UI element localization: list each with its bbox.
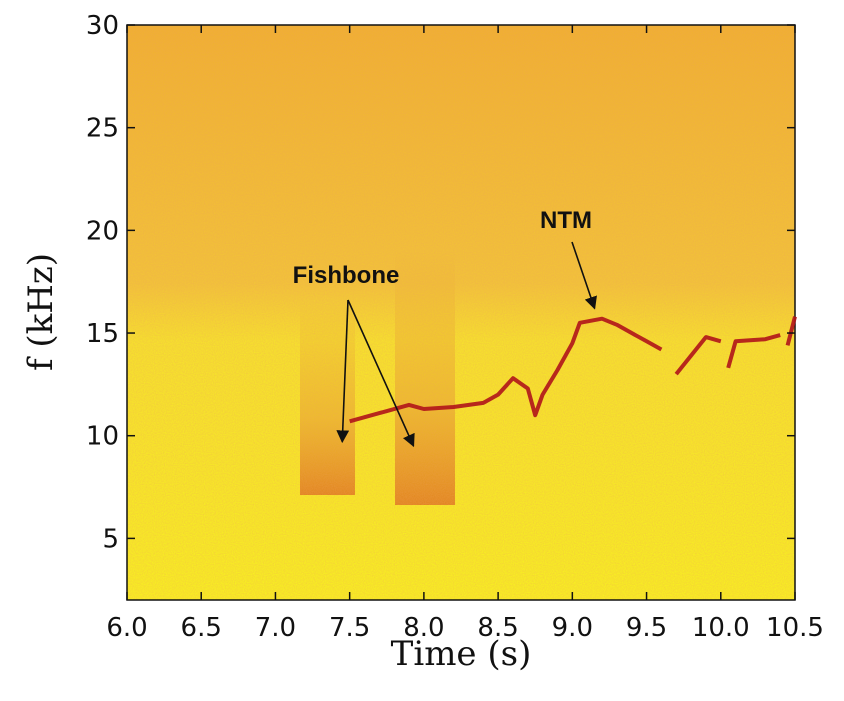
x-tick-label: 6.0: [106, 613, 147, 643]
x-tick-label: 8.0: [403, 613, 444, 643]
y-tick-label: 5: [102, 524, 119, 554]
annotation-arrow: [347, 299, 415, 448]
annotation-label: NTM: [540, 207, 592, 234]
x-tick-label: 6.5: [181, 613, 222, 643]
plot-area: [126, 24, 796, 601]
y-tick-label: 30: [86, 11, 119, 41]
annotation-label: Fishbone: [293, 262, 400, 289]
x-axis-label: Time (s): [391, 634, 532, 674]
annotation-arrow: [571, 241, 597, 310]
x-tick-label: 9.0: [552, 613, 593, 643]
y-tick-label: 10: [86, 422, 119, 452]
y-axis-label: f (kHz): [21, 253, 61, 371]
x-tick-label: 7.0: [255, 613, 296, 643]
x-tick-label: 10.5: [766, 613, 824, 643]
spectrogram-noise: [127, 25, 795, 600]
x-tick-label: 10.0: [692, 613, 750, 643]
x-tick-label: 7.5: [329, 613, 370, 643]
y-tick-label: 20: [86, 216, 119, 246]
annotation-arrow: [336, 299, 350, 444]
plot-frame: [126, 24, 796, 601]
y-tick-label: 15: [86, 319, 119, 349]
y-tick-label: 25: [86, 114, 119, 144]
mode-trace: [349, 316, 797, 424]
x-tick-label: 9.5: [626, 613, 667, 643]
x-tick-label: 8.5: [477, 613, 518, 643]
